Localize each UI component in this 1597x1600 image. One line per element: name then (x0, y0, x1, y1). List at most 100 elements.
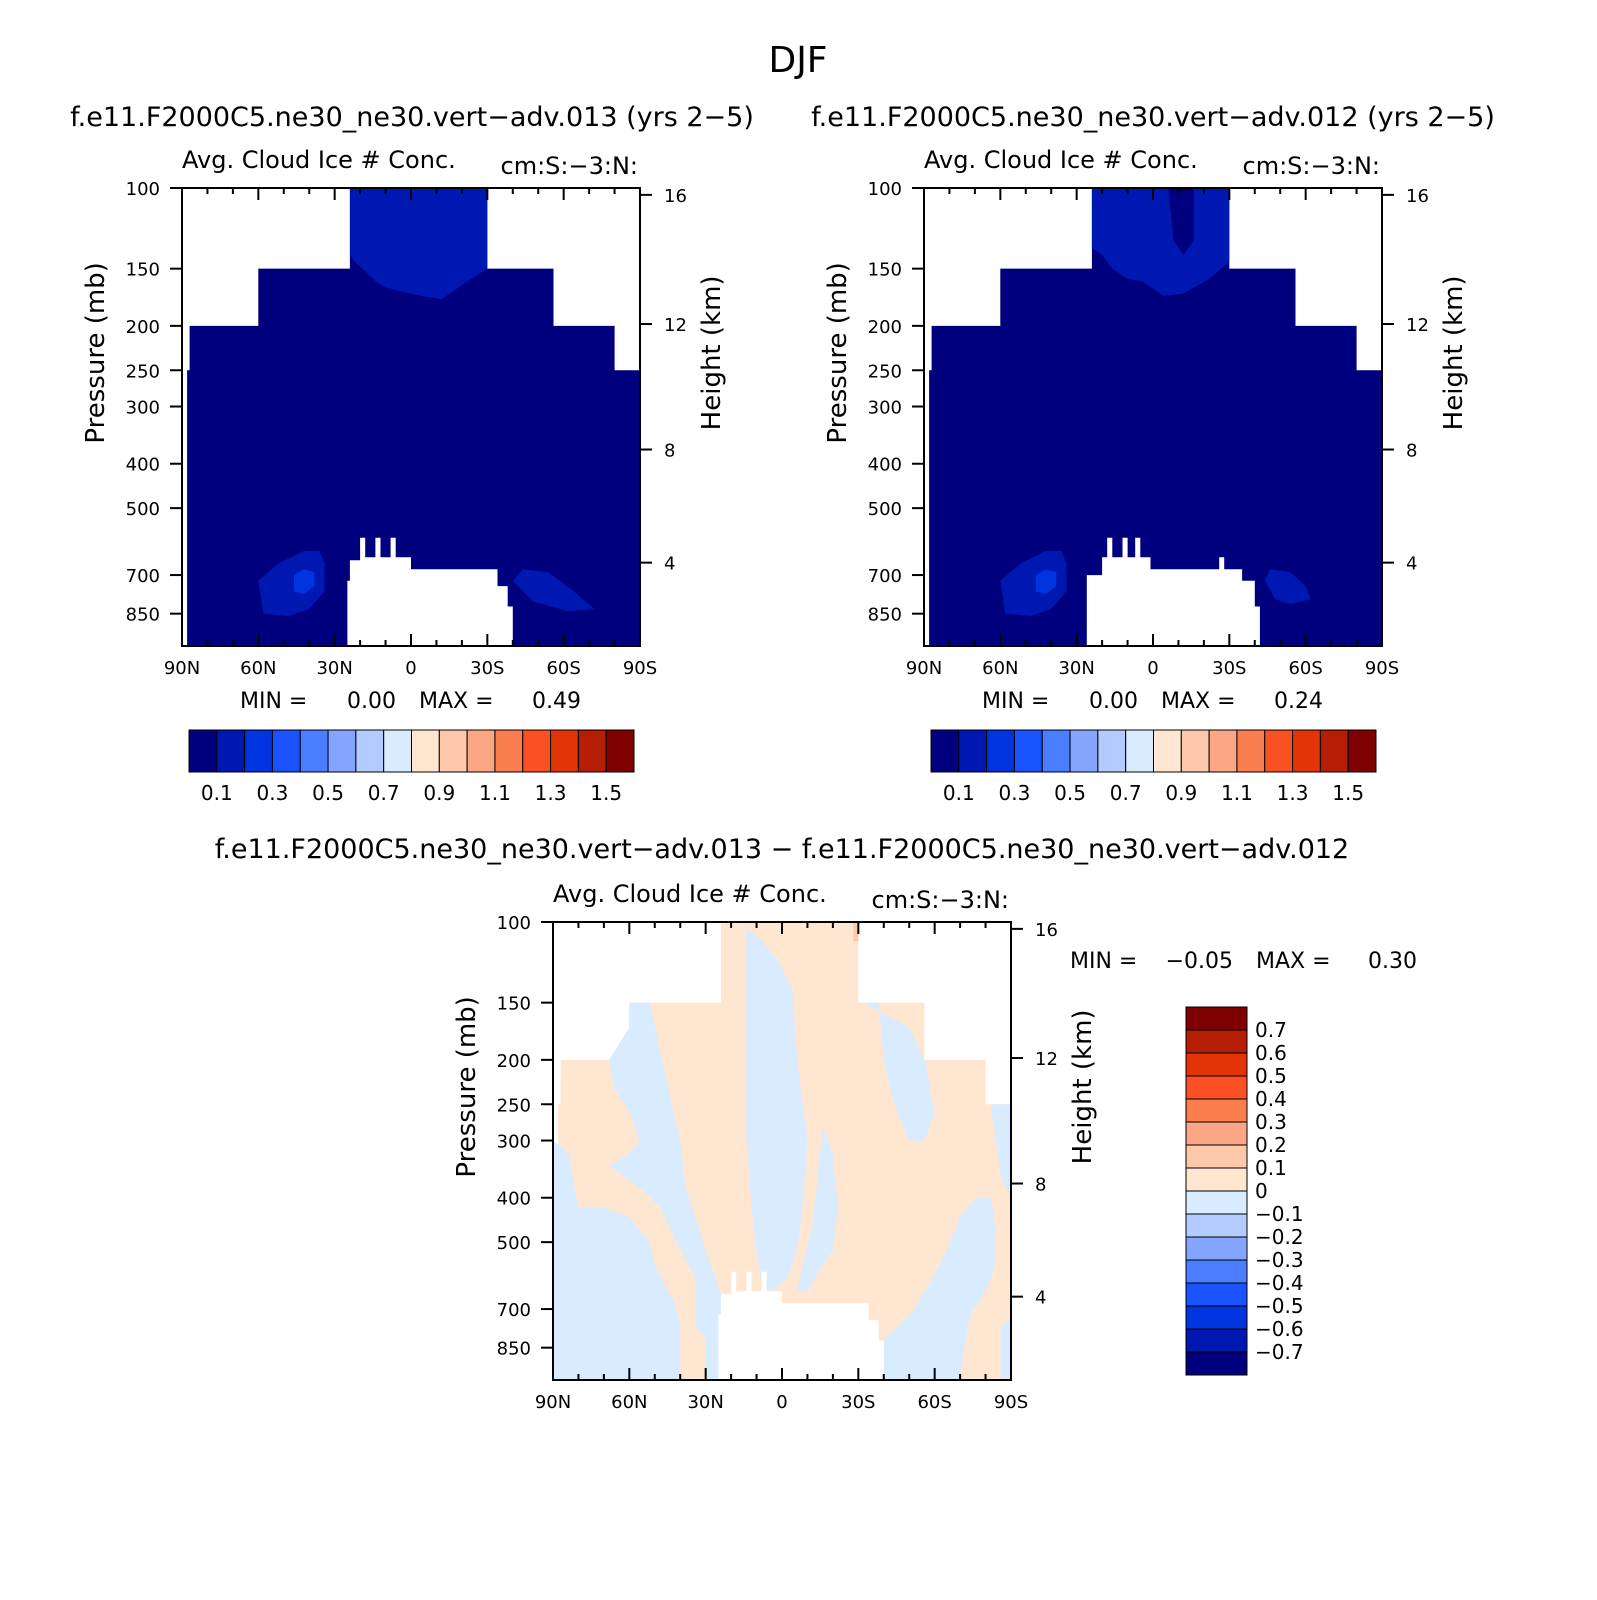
plot-area (924, 188, 1382, 646)
x-tick-label: 30S (1212, 658, 1246, 679)
plot-area (553, 922, 1011, 1380)
contour-fill-sh-low (1265, 569, 1311, 605)
contour-fill-negative (990, 1104, 1011, 1198)
y-right-tick-label: 12 (664, 315, 687, 336)
contour-fill-nh-core (1036, 569, 1057, 594)
y-tick-label: 300 (126, 398, 160, 419)
min-value: −0.05 (1166, 949, 1233, 974)
variable-title: Avg. Cloud Ice # Conc. (182, 146, 456, 174)
y-tick-label: 300 (497, 1132, 531, 1153)
contour-fill-upper (349, 188, 488, 300)
colorbar-box (1185, 1305, 1248, 1330)
colorbar-box (1097, 729, 1127, 773)
colorbar-box (1041, 729, 1071, 773)
colorbar-box (1185, 1351, 1248, 1376)
colorbar-box (1185, 1167, 1248, 1192)
colorbar-box (1185, 1236, 1248, 1261)
plot-area (182, 188, 640, 646)
y-tick-label: 150 (868, 260, 902, 281)
colorbar-label: 0.7 (368, 781, 400, 805)
colorbar-box (188, 729, 218, 773)
colorbar-label: 0.9 (1165, 781, 1197, 805)
colorbar-box (550, 729, 579, 773)
min-value: 0.00 (347, 689, 396, 714)
x-tick-label: 30N (316, 658, 352, 679)
colorbar-box (605, 729, 635, 773)
contour-fill-negative (741, 922, 808, 1292)
x-tick-label: 60S (546, 658, 580, 679)
min-label: MIN = (240, 689, 307, 714)
contour-fill-upper-core (1168, 188, 1194, 255)
colorbar: 0.70.60.50.40.30.20.10−0.1−0.2−0.3−0.4−0… (1185, 1006, 1304, 1376)
colorbar-box (1069, 729, 1099, 773)
variable-title: Avg. Cloud Ice # Conc. (553, 880, 827, 908)
colorbar-label: 1.5 (590, 781, 622, 805)
y-right-tick-label: 16 (1406, 186, 1429, 207)
contour-fill-negative (553, 1140, 681, 1380)
colorbar-label: −0.4 (1255, 1271, 1304, 1295)
y-right-tick-label: 8 (1406, 441, 1417, 462)
colorbar-box (930, 729, 960, 773)
colorbar-label: 0.5 (312, 781, 344, 805)
contour-fill-sh-low (512, 569, 595, 612)
panel-difference: f.e11.F2000C5.ne30_ne30.vert−adv.013 − f… (215, 834, 1417, 1413)
colorbar-label: −0.6 (1255, 1317, 1304, 1341)
colorbar: 0.1 0.3 0.5 0.7 0.9 1.1 1.3 1.5 (188, 729, 635, 805)
contour-fill-negative (883, 1197, 996, 1380)
panel-case-013: f.e11.F2000C5.ne30_ne30.vert−adv.013 (yr… (70, 102, 754, 805)
panel-case-012: f.e11.F2000C5.ne30_ne30.vert−adv.012 (yr… (811, 102, 1495, 805)
colorbar-box (1185, 1098, 1248, 1123)
colorbar-label: 0.3 (257, 781, 289, 805)
y-tick-label: 100 (868, 179, 902, 200)
x-tick-label: 90N (535, 1392, 571, 1413)
colorbar-box (1125, 729, 1154, 773)
case-title: f.e11.F2000C5.ne30_ne30.vert−adv.013 (yr… (70, 102, 754, 133)
y-tick-label: 200 (497, 1051, 531, 1072)
colorbar-label: 0.2 (1255, 1133, 1287, 1157)
y-tick-label: 250 (126, 361, 160, 382)
colorbar-box (1185, 1052, 1248, 1077)
colorbar-label: 1.3 (1277, 781, 1309, 805)
y-tick-label: 700 (497, 1300, 531, 1321)
contour-fill-nh-core (294, 569, 315, 594)
y-right-tick-label: 8 (1035, 1175, 1046, 1196)
y-tick-label: 150 (126, 260, 160, 281)
topography-mask (1086, 537, 1260, 646)
x-tick-label: 30S (470, 658, 504, 679)
colorbar-box (986, 729, 1015, 773)
x-tick-label: 30N (687, 1392, 723, 1413)
units-label: cm:S:−3:N: (501, 152, 638, 180)
figure-title: DJF (768, 40, 827, 81)
variable-title: Avg. Cloud Ice # Conc. (924, 146, 1198, 174)
colorbar-box (1185, 1259, 1248, 1284)
colorbar-box (1292, 729, 1321, 773)
colorbar-box (1185, 1213, 1248, 1238)
colorbar-label: 0.7 (1110, 781, 1142, 805)
colorbar-box (1185, 1029, 1248, 1054)
colorbar-box (216, 729, 246, 773)
colorbar-box (1347, 729, 1377, 773)
colorbar-label: 1.1 (479, 781, 511, 805)
max-value: 0.30 (1368, 949, 1417, 974)
colorbar-box (438, 729, 468, 773)
colorbar-box (1185, 1328, 1248, 1353)
y-tick-label: 200 (126, 317, 160, 338)
x-tick-label: 0 (405, 658, 416, 679)
contour-fill-base (924, 188, 1382, 646)
x-tick-label: 0 (1147, 658, 1158, 679)
colorbar-label: 0.1 (201, 781, 233, 805)
x-tick-label: 60N (240, 658, 276, 679)
colorbar-box (411, 729, 440, 773)
max-label: MAX = (1161, 689, 1236, 714)
max-value: 0.49 (532, 689, 581, 714)
x-tick-label: 90N (164, 658, 200, 679)
x-tick-label: 30N (1058, 658, 1094, 679)
min-label: MIN = (982, 689, 1049, 714)
y-right-tick-label: 4 (1406, 554, 1417, 575)
x-tick-label: 90S (1365, 658, 1399, 679)
y-tick-label: 850 (126, 605, 160, 626)
y-tick-label: 250 (497, 1095, 531, 1116)
colorbar-box (577, 729, 607, 773)
colorbar-label: 0.1 (1255, 1156, 1287, 1180)
